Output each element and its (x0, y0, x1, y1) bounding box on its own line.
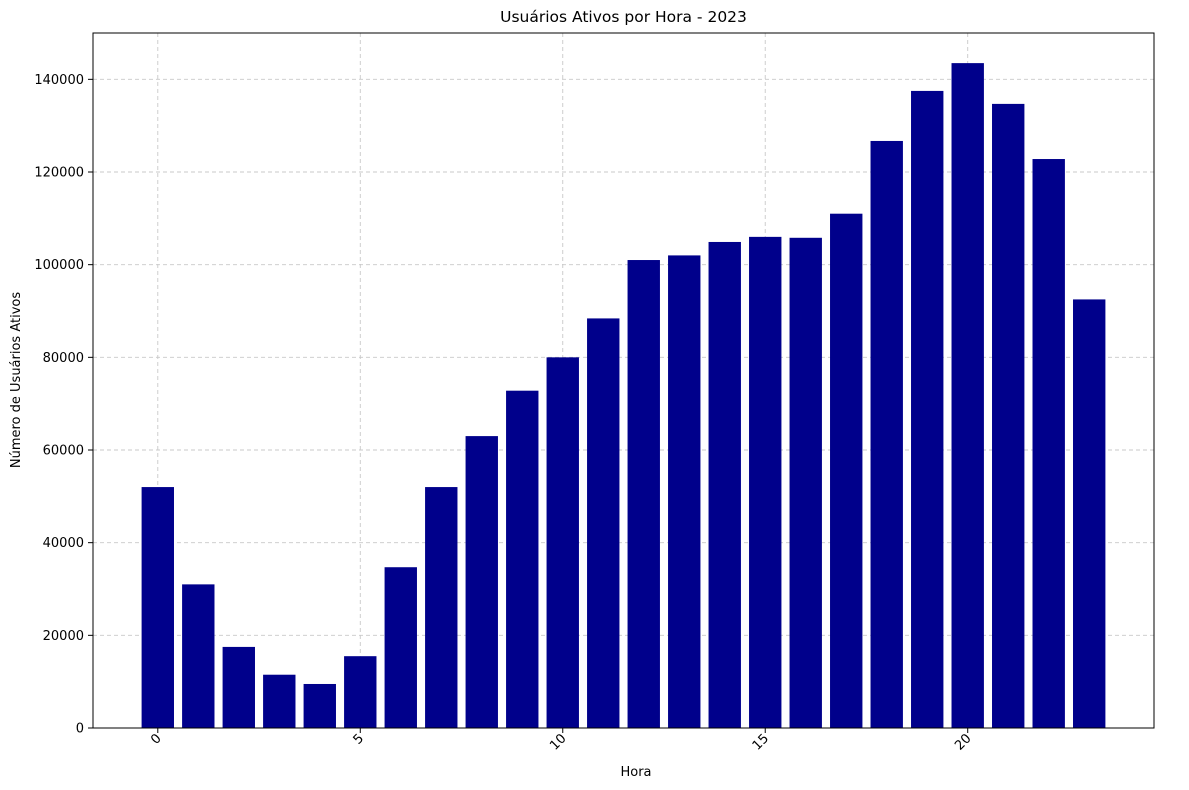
x-tick-label: 20 (952, 731, 974, 753)
bar-hour-22 (1032, 159, 1065, 728)
bar-hour-1 (182, 584, 215, 728)
bar-hour-16 (789, 237, 822, 728)
bar-hour-4 (303, 683, 336, 728)
x-tick-label: 5 (351, 731, 367, 747)
x-tick-label: 10 (547, 731, 569, 753)
bar-hour-17 (830, 213, 863, 728)
bar-hour-11 (587, 318, 620, 728)
y-tick-label: 0 (76, 722, 84, 737)
y-tick-label: 120000 (34, 166, 84, 181)
bar-hour-20 (951, 63, 984, 729)
y-tick-label: 40000 (43, 536, 84, 551)
bars (141, 63, 1106, 729)
bar-hour-23 (1073, 299, 1106, 728)
y-tick-label: 140000 (34, 73, 84, 88)
bar-hour-19 (911, 90, 944, 728)
bar-hour-6 (384, 567, 417, 728)
bar-hour-13 (668, 255, 701, 728)
plot-frame (92, 32, 1155, 729)
bar-hour-15 (749, 236, 782, 728)
bar-hour-8 (465, 436, 498, 728)
bar-hour-21 (992, 103, 1025, 728)
bar-hour-7 (425, 487, 458, 728)
y-tick-label: 80000 (43, 351, 84, 366)
y-tick-label: 60000 (43, 444, 84, 459)
y-tick-label: 100000 (34, 258, 84, 273)
x-axis-label: Hora (620, 765, 651, 780)
bar-hour-0 (141, 487, 174, 728)
bar-hour-9 (506, 390, 539, 728)
x-tick-label: 15 (750, 731, 772, 753)
bar-hour-5 (344, 656, 377, 728)
y-axis-label: Número de Usuários Ativos (9, 292, 24, 468)
bar-hour-3 (263, 674, 296, 728)
y-tick-label: 20000 (43, 629, 84, 644)
bar-hour-18 (870, 140, 903, 728)
bar-hour-2 (222, 646, 255, 728)
x-tick-label: 0 (148, 731, 164, 747)
bar-hour-12 (627, 260, 660, 728)
bar-hour-14 (708, 241, 741, 729)
chart-title: Usuários Ativos por Hora - 2023 (500, 8, 747, 26)
bar-hour-10 (546, 357, 579, 728)
